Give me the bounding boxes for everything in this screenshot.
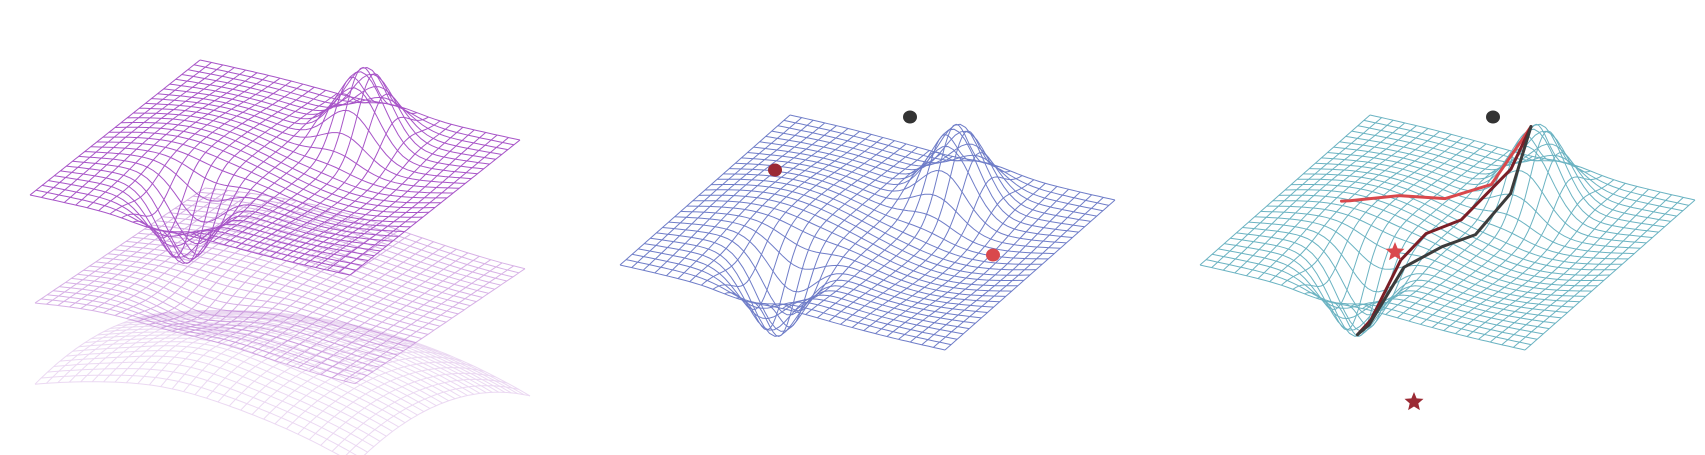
wireframe-surface xyxy=(619,114,1116,351)
wireframe-surface xyxy=(1199,114,1696,351)
gray-trajectory xyxy=(1356,125,1533,337)
valley-end-star xyxy=(1404,392,1424,411)
red-trajectory xyxy=(1340,125,1533,203)
peak-point xyxy=(903,110,917,124)
start-point xyxy=(1486,110,1500,124)
wireframe-bottom-surface xyxy=(34,309,531,455)
wireframe-middle-surface xyxy=(34,187,526,385)
red-end-star xyxy=(1385,242,1405,261)
left-point xyxy=(768,163,782,177)
panel-stacked-surfaces xyxy=(29,59,531,455)
right-point xyxy=(986,248,1000,262)
panel-surface-with-points xyxy=(619,110,1116,351)
wireframe-top-surface xyxy=(29,59,521,276)
panel-surface-with-trajectories xyxy=(1199,110,1696,411)
